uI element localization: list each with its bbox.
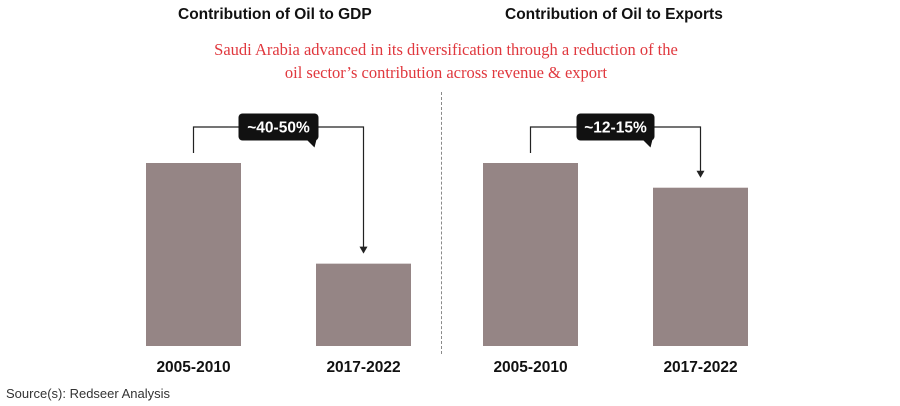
bar-1 [483, 163, 578, 346]
callout-tail [306, 139, 317, 148]
callout-label: ~12-15% [584, 120, 647, 137]
source-note: Source(s): Redseer Analysis [6, 386, 171, 401]
exports-chart: 2005-2010 2017-2022 ~12-15% [483, 113, 748, 376]
callout-tail [642, 139, 653, 148]
bar-1 [146, 163, 241, 346]
bar-2 [316, 263, 411, 346]
x-tick-label: 2005-2010 [493, 359, 567, 376]
callout-box [576, 113, 655, 141]
subtitle-line-1: Saudi Arabia advanced in its diversifica… [214, 40, 678, 59]
arrowhead [696, 170, 705, 178]
subtitle: Saudi Arabia advanced in its diversifica… [140, 38, 752, 84]
divider-line [441, 92, 442, 354]
x-tick-label: 2017-2022 [663, 359, 737, 376]
x-tick-label: 2005-2010 [156, 359, 230, 376]
gdp-chart: 2005-2010 2017-2022 ~40-50% [146, 113, 411, 376]
bar-2 [653, 187, 748, 346]
chart-title-gdp: Contribution of Oil to GDP [178, 6, 372, 23]
chart-title-exports: Contribution of Oil to Exports [505, 6, 723, 23]
callout-box [238, 113, 319, 141]
subtitle-line-2: oil sector’s contribution across revenue… [284, 63, 608, 82]
callout-label: ~40-50% [247, 120, 310, 137]
arrowhead [359, 246, 368, 254]
x-tick-label: 2017-2022 [326, 359, 400, 376]
